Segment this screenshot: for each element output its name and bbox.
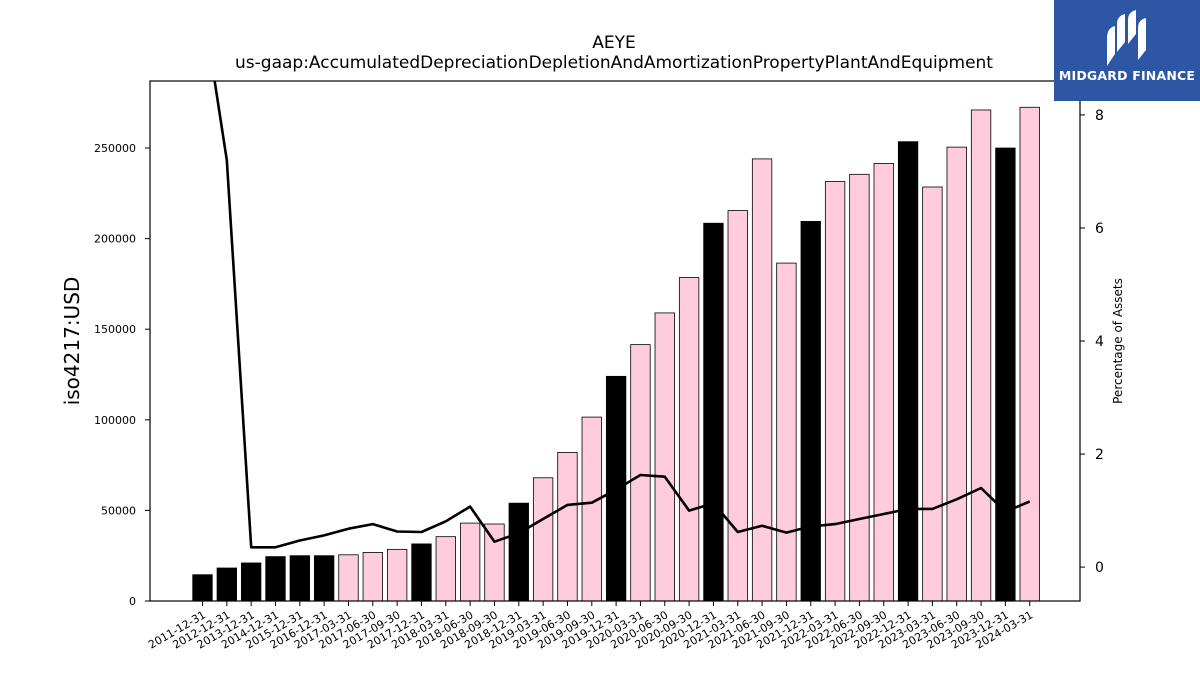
bar-2022-09-30 — [873, 163, 894, 602]
bar-2012-12-31 — [216, 567, 237, 602]
y-axis-label-right: Percentage of Assets — [1111, 278, 1125, 404]
chart-subtitle: us-gaap:AccumulatedDepreciationDepletion… — [235, 53, 993, 73]
y-right-tick-label: 2 — [1095, 447, 1104, 463]
bar-2022-06-30 — [849, 173, 870, 602]
y-tick-label: 0 — [129, 595, 136, 608]
bar-2018-03-31 — [435, 536, 456, 602]
y-tick-label: 50000 — [101, 504, 136, 517]
bar-2023-09-30 — [970, 109, 992, 602]
bar-2018-12-31 — [508, 502, 529, 602]
bars-group — [192, 106, 1040, 602]
bar-2021-06-30 — [751, 158, 773, 602]
bar-2022-12-31 — [897, 141, 919, 602]
bar-2020-06-30 — [654, 312, 675, 602]
y-tick-label: 150000 — [94, 323, 136, 336]
bar-2017-03-31 — [338, 554, 359, 602]
bar-2023-06-30 — [946, 146, 967, 602]
bar-2018-09-30 — [484, 523, 505, 602]
y-tick-label: 200000 — [94, 233, 136, 246]
y-right-tick-label: 0 — [1095, 560, 1104, 576]
bar-2019-06-30 — [557, 452, 578, 602]
midgard-logo-icon — [1107, 10, 1146, 66]
bar-2017-09-30 — [386, 548, 408, 602]
bar-2018-06-30 — [459, 522, 481, 602]
bar-2014-12-31 — [265, 556, 286, 602]
bar-2013-12-31 — [241, 562, 262, 602]
y-right-tick-label: 6 — [1095, 221, 1104, 237]
bar-2011-12-31 — [192, 574, 213, 602]
line-group — [213, 81, 1031, 549]
y-axis-label: iso4217:USD — [60, 277, 84, 406]
y-tick-label: 100000 — [94, 414, 136, 427]
bar-2024-03-31 — [1019, 106, 1040, 602]
bar-2020-12-31 — [703, 222, 724, 602]
logo-text: MIDGARD FINANCE — [1058, 68, 1196, 83]
chart-title: AEYE — [592, 33, 636, 53]
midgard-finance-logo: MIDGARD FINANCE — [1054, 0, 1200, 101]
bar-2016-12-31 — [313, 555, 335, 602]
bar-2021-09-30 — [776, 262, 797, 602]
y-axis-left: 0 50000 100000 150000 200000 250000 — [94, 142, 150, 608]
y-right-tick-label: 4 — [1095, 334, 1104, 350]
bar-2020-09-30 — [678, 277, 700, 602]
bar-2023-12-31 — [995, 147, 1016, 602]
bar-2021-03-31 — [727, 210, 748, 602]
bar-2017-06-30 — [362, 552, 383, 602]
bar-2022-03-31 — [824, 181, 846, 602]
bar-2017-12-31 — [411, 543, 432, 602]
bar-2023-03-31 — [922, 186, 943, 602]
bar-2019-09-30 — [581, 416, 602, 602]
bar-2015-12-31 — [289, 555, 310, 602]
bar-2019-03-31 — [532, 477, 554, 602]
y-tick-label: 250000 — [94, 142, 136, 155]
bar-2021-12-31 — [800, 221, 821, 602]
percentage-line — [213, 81, 1031, 549]
x-axis: 2011-12-312012-12-312013-12-312014-12-31… — [146, 601, 1035, 652]
y-right-tick-label: 8 — [1095, 108, 1104, 124]
bar-2020-03-31 — [630, 344, 651, 602]
y-axis-right: 0 2 4 6 8 — [1080, 108, 1104, 576]
